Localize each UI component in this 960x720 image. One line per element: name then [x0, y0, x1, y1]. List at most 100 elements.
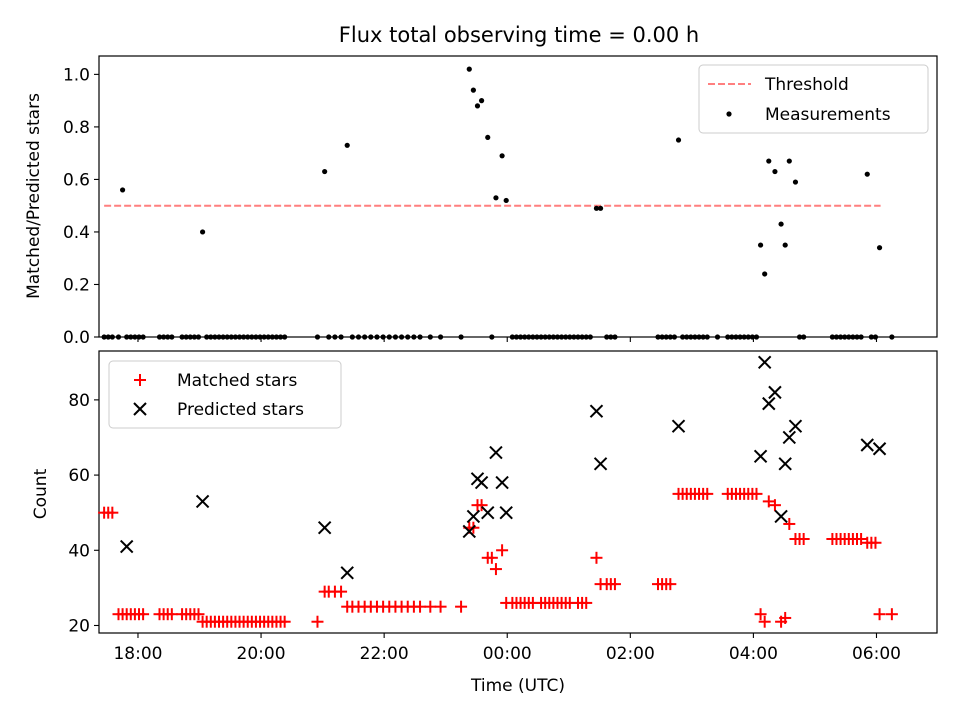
measurement-point: [604, 334, 610, 340]
measurement-point: [782, 242, 788, 248]
measurement-point: [282, 334, 288, 340]
predicted-point: [119, 539, 134, 554]
measurement-point: [314, 334, 321, 340]
measurement-point: [380, 334, 386, 340]
measurement-point: [179, 334, 185, 340]
measurement-point: [612, 334, 618, 340]
measurement-point: [872, 334, 879, 340]
measurement-point: [567, 334, 573, 340]
matched-point: [475, 499, 488, 512]
measurement-point: [362, 334, 368, 340]
matched-point: [701, 487, 714, 500]
measurement-point: [575, 334, 581, 340]
measurement-point: [128, 334, 134, 340]
predicted-point: [788, 419, 803, 433]
measurement-point: [187, 334, 193, 340]
y-tick-label: 60: [68, 466, 90, 486]
matched-point: [754, 608, 767, 621]
matched-point: [779, 611, 792, 624]
measurement-point: [762, 271, 768, 277]
measurement-point: [398, 334, 405, 340]
predicted-point: [762, 396, 776, 411]
measurement-point: [704, 334, 710, 340]
measurement-point: [692, 334, 698, 340]
measurement-point: [220, 334, 226, 340]
top-y-ticks: 0.0 0.2 0.4 0.6 0.8 1.0: [63, 65, 99, 348]
measurement-point: [386, 334, 392, 340]
measurement-point: [216, 334, 222, 340]
predicted-point: [466, 509, 481, 524]
y-tick-label: 40: [68, 541, 90, 561]
predicted-point: [872, 442, 887, 456]
matched-point: [768, 499, 781, 512]
bottom-x-axis-label: Time (UTC): [470, 676, 565, 696]
measurement-point: [725, 334, 731, 340]
x-tick-label: 06:00: [852, 644, 901, 664]
measurement-point: [165, 334, 171, 340]
measurement-point: [792, 179, 799, 185]
predicted-point: [489, 445, 503, 460]
bottom-y-ticks: 20 40 60 80: [68, 391, 99, 636]
matched-point: [664, 578, 677, 591]
legend-measurements-label: Measurements: [765, 105, 891, 125]
measurement-point: [115, 334, 122, 340]
matched-point: [278, 615, 291, 628]
matched-point: [106, 506, 119, 519]
measurement-point: [854, 334, 860, 340]
measurement-point: [269, 334, 275, 340]
measurement-point: [261, 334, 267, 340]
measurement-point: [546, 334, 552, 340]
measurement-point: [571, 334, 577, 340]
measurement-point: [593, 205, 600, 211]
matched-point: [750, 487, 763, 500]
predicted-point: [462, 524, 476, 539]
measurement-point: [526, 334, 532, 340]
matched-point: [855, 533, 868, 545]
measurement-point: [850, 334, 856, 340]
measurement-point: [474, 103, 481, 109]
measurement-point: [796, 334, 803, 340]
bottom-panel: 20 40 60 80 18:00 20:00 22:00 00:00 02:00 04:00 0…: [31, 350, 938, 696]
measurement-point: [846, 334, 852, 340]
y-tick-label: 1.0: [63, 65, 90, 85]
measurement-point: [733, 334, 739, 340]
measurement-point: [101, 334, 107, 340]
measurement-point: [232, 334, 239, 340]
measurement-point: [466, 66, 472, 72]
measurement-point: [485, 134, 491, 141]
x-tick-label: 22:00: [360, 644, 409, 664]
matched-point: [762, 495, 775, 508]
bottom-x-ticks: 18:00 20:00 22:00 00:00 02:00 04:00 06:00: [113, 633, 901, 664]
predicted-point: [499, 505, 513, 520]
measurement-point: [663, 334, 669, 340]
predicted-point: [593, 457, 608, 471]
predicted-point: [481, 505, 495, 520]
measurement-point: [608, 334, 614, 340]
y-tick-label: 0.4: [63, 223, 90, 243]
measurement-point: [749, 334, 755, 340]
matched-point: [885, 608, 898, 621]
matched-point: [434, 600, 447, 613]
predicted-point: [671, 419, 686, 433]
measurement-point: [478, 98, 485, 104]
matched-point: [414, 600, 427, 613]
matched-point: [797, 533, 810, 545]
legend-predicted-swatch: [133, 402, 147, 416]
measurement-point: [583, 334, 589, 340]
matched-point: [783, 517, 796, 530]
measurement-point: [563, 334, 569, 340]
x-tick-label: 18:00: [113, 644, 162, 664]
bottom-marks: [98, 355, 898, 628]
measurement-point: [417, 334, 423, 340]
measurement-point: [675, 137, 682, 143]
measurement-point: [503, 197, 509, 204]
measurement-point: [833, 334, 840, 340]
y-tick-label: 20: [68, 616, 90, 636]
measurement-point: [199, 229, 206, 235]
measurement-point: [458, 334, 464, 340]
measurement-point: [183, 334, 189, 340]
measurement-point: [392, 334, 399, 340]
measurement-point: [509, 334, 515, 340]
legend-measurements-swatch: [726, 111, 732, 117]
measurement-point: [368, 334, 374, 340]
